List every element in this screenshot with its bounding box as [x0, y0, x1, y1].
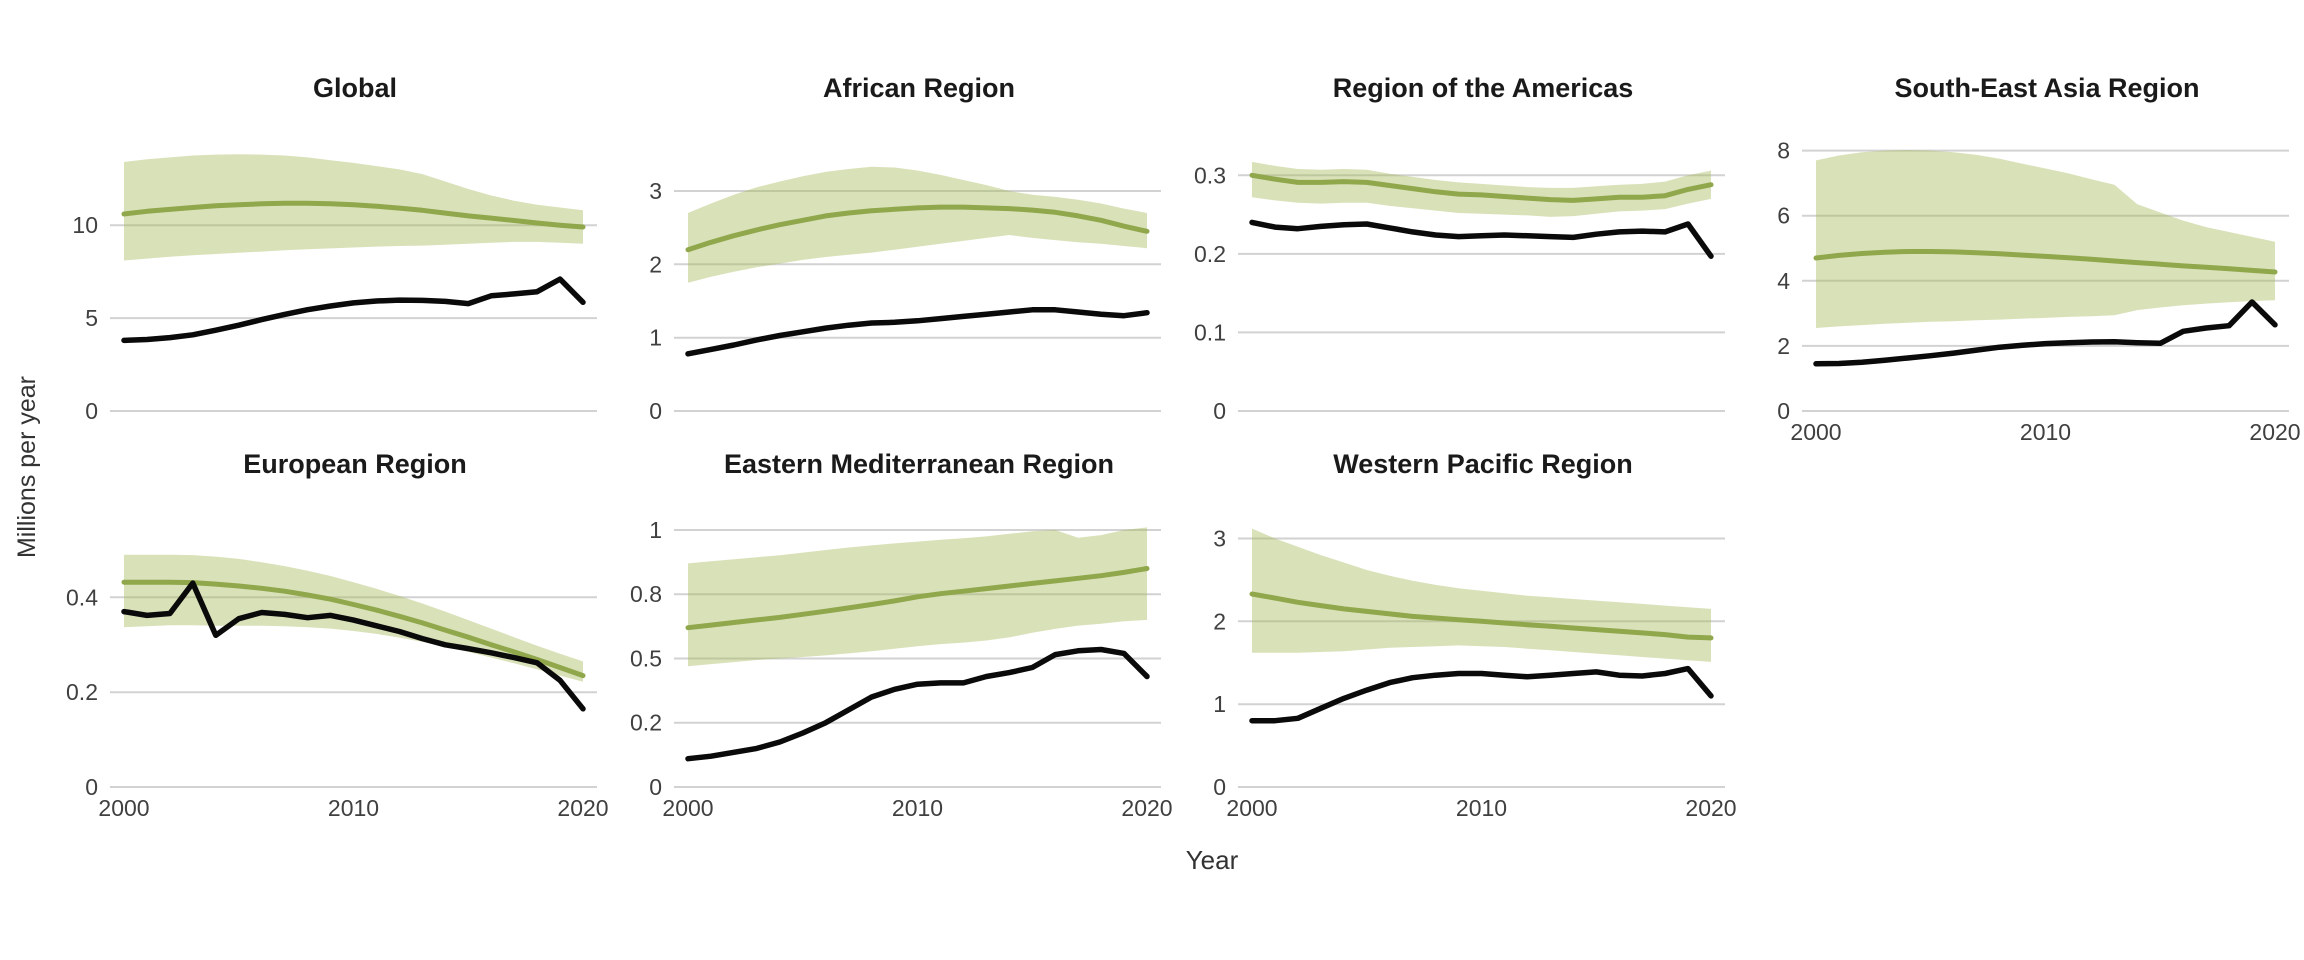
y-tick-label: 0 — [649, 398, 662, 424]
confidence-band — [1816, 150, 2275, 328]
panel-title-south-east-asia-region: South-East Asia Region — [1894, 73, 2200, 103]
x-tick-label: 2000 — [98, 795, 149, 821]
observed-line — [685, 307, 1150, 357]
y-tick-label: 3 — [649, 178, 662, 204]
panel-european-region: European Region 0 0.2 0.4 2000 2010 2020 — [48, 446, 612, 822]
panel-western-pacific-region: Western Pacific Region 0 1 2 3 2000 2010 2020 — [1176, 446, 1740, 822]
estimate-line — [121, 200, 586, 230]
y-tick-label: 1 — [649, 517, 662, 543]
x-tick-label: 2010 — [2020, 419, 2071, 445]
x-tick-label: 2020 — [557, 795, 608, 821]
panel-title-eastern-mediterranean-region: Eastern Mediterranean Region — [723, 449, 1115, 479]
estimate-line — [121, 579, 586, 679]
estimate-line — [685, 204, 1150, 253]
y-tick-label: 0 — [85, 774, 98, 800]
y-tick-label: 10 — [72, 212, 98, 238]
observed-line — [121, 276, 586, 344]
panel-title-region-of-the-americas: Region of the Americas — [1332, 73, 1634, 103]
estimate-line — [685, 566, 1150, 631]
chart-european-region: 0 0.2 0.4 2000 2010 2020 — [66, 554, 609, 821]
estimate-line — [1249, 172, 1714, 203]
x-tick-label: 2000 — [662, 795, 713, 821]
chart-global: 0 5 10 — [72, 154, 597, 424]
panel-african-region: African Region 0 1 2 3 — [612, 70, 1176, 446]
estimate-line — [1813, 249, 2278, 275]
y-tick-label: 0.2 — [630, 710, 662, 736]
y-tick-label: 0 — [649, 774, 662, 800]
x-tick-label: 2010 — [328, 795, 379, 821]
chart-region-of-the-americas: 0 0.1 0.2 0.3 — [1194, 161, 1725, 424]
confidence-band — [1252, 161, 1711, 217]
y-tick-label: 8 — [1777, 138, 1790, 164]
y-tick-label: 2 — [1213, 608, 1226, 634]
panel-title-western-pacific-region: Western Pacific Region — [1333, 449, 1633, 479]
x-tick-label: 2020 — [1121, 795, 1172, 821]
y-tick-label: 1 — [1213, 691, 1226, 717]
y-axis-title: Millions per year — [13, 376, 41, 559]
panel-eastern-mediterranean-region: Eastern Mediterranean Region 0 0.2 0.5 0.8 1… — [612, 446, 1176, 822]
y-tick-label: 0.1 — [1194, 319, 1226, 345]
x-tick-label: 2020 — [2249, 419, 2300, 445]
y-tick-label: 0.8 — [630, 581, 662, 607]
y-tick-label: 5 — [85, 305, 98, 331]
panel-title-european-region: European Region — [243, 449, 467, 479]
chart-western-pacific-region: 0 1 2 3 2000 2010 2020 — [1213, 526, 1736, 822]
y-tick-label: 0 — [1777, 398, 1790, 424]
confidence-band — [124, 154, 583, 261]
y-tick-label: 0.2 — [66, 679, 98, 705]
x-tick-label: 2010 — [1456, 795, 1507, 821]
x-tick-label: 2000 — [1790, 419, 1841, 445]
chart-south-east-asia-region: 0 2 4 6 8 2000 2010 2020 — [1777, 138, 2300, 445]
empty-facet-cell — [1740, 446, 2304, 482]
y-tick-label: 0 — [85, 398, 98, 424]
x-tick-label: 2020 — [1685, 795, 1736, 821]
y-tick-label: 2 — [1777, 333, 1790, 359]
observed-line — [121, 580, 586, 712]
y-tick-label: 0.4 — [66, 584, 98, 610]
observed-line — [685, 646, 1150, 762]
y-tick-label: 0.2 — [1194, 241, 1226, 267]
observed-line — [1813, 299, 2278, 367]
y-tick-label: 2 — [649, 251, 662, 277]
y-tick-label: 0 — [1213, 398, 1226, 424]
x-tick-label: 2010 — [892, 795, 943, 821]
estimate-line — [1249, 591, 1714, 641]
y-tick-label: 1 — [649, 325, 662, 351]
panel-title-global: Global — [312, 73, 397, 103]
y-tick-label: 0 — [1213, 774, 1226, 800]
observed-line — [1249, 219, 1714, 259]
y-tick-label: 3 — [1213, 526, 1226, 552]
panel-region-of-the-americas: Region of the Americas 0 0.1 0.2 0.3 — [1176, 70, 1740, 446]
confidence-band — [688, 166, 1147, 283]
y-tick-label: 0.3 — [1194, 162, 1226, 188]
x-tick-label: 2000 — [1226, 795, 1277, 821]
chart-eastern-mediterranean-region: 0 0.2 0.5 0.8 1 2000 2010 2020 — [630, 517, 1173, 821]
panel-global: Global 0 5 10 — [48, 70, 612, 446]
y-tick-label: 4 — [1777, 268, 1790, 294]
confidence-band — [1252, 528, 1711, 662]
y-tick-label: 6 — [1777, 203, 1790, 229]
y-tick-label: 0.5 — [630, 646, 662, 672]
observed-line — [1249, 665, 1714, 724]
panel-title-african-region: African Region — [822, 73, 1016, 103]
panel-south-east-asia-region: South-East Asia Region 0 2 4 6 8 2000 2010 2020 — [1740, 70, 2304, 446]
x-axis-title: Year — [1185, 845, 1239, 875]
chart-african-region: 0 1 2 3 — [649, 166, 1161, 424]
